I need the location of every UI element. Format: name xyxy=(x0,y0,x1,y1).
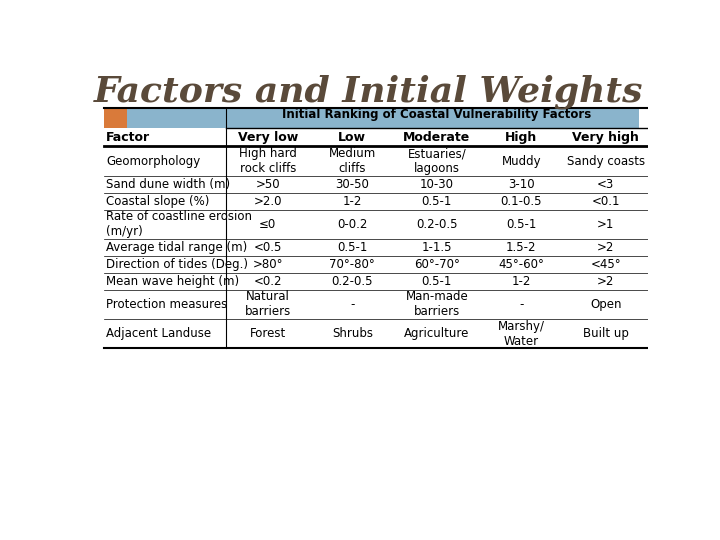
Text: >50: >50 xyxy=(256,178,280,191)
Text: Estuaries/
lagoons: Estuaries/ lagoons xyxy=(408,147,466,175)
Text: Low: Low xyxy=(338,131,366,144)
Text: Medium
cliffs: Medium cliffs xyxy=(329,147,376,175)
Text: -: - xyxy=(350,298,354,310)
Text: ≤0: ≤0 xyxy=(259,218,276,231)
Text: 0.5-1: 0.5-1 xyxy=(337,241,367,254)
Text: 1-1.5: 1-1.5 xyxy=(422,241,452,254)
Text: Man-made
barriers: Man-made barriers xyxy=(405,291,468,318)
Text: Protection measures: Protection measures xyxy=(107,298,228,310)
Text: Muddy: Muddy xyxy=(501,154,541,167)
Text: <0.1: <0.1 xyxy=(592,194,620,207)
Text: Built up: Built up xyxy=(582,327,629,340)
Text: Rate of coastline erosion
(m/yr): Rate of coastline erosion (m/yr) xyxy=(107,210,252,238)
Text: >2: >2 xyxy=(597,241,614,254)
Text: Direction of tides (Deg.): Direction of tides (Deg.) xyxy=(107,258,248,271)
Text: <0.5: <0.5 xyxy=(253,241,282,254)
Text: High: High xyxy=(505,131,537,144)
Text: Very low: Very low xyxy=(238,131,298,144)
Text: Mean wave height (m): Mean wave height (m) xyxy=(107,275,239,288)
Text: Moderate: Moderate xyxy=(403,131,470,144)
Text: 3-10: 3-10 xyxy=(508,178,534,191)
Text: >2.0: >2.0 xyxy=(253,194,282,207)
Text: Shrubs: Shrubs xyxy=(332,327,373,340)
Text: 0.2-0.5: 0.2-0.5 xyxy=(332,275,373,288)
Text: <3: <3 xyxy=(597,178,614,191)
Text: 70°-80°: 70°-80° xyxy=(330,258,375,271)
Text: 1-2: 1-2 xyxy=(512,275,531,288)
Text: Sandy coasts: Sandy coasts xyxy=(567,154,645,167)
Text: 0.5-1: 0.5-1 xyxy=(422,275,452,288)
Text: 0-0.2: 0-0.2 xyxy=(337,218,367,231)
Text: 0.1-0.5: 0.1-0.5 xyxy=(500,194,542,207)
Text: <45°: <45° xyxy=(590,258,621,271)
Text: >2: >2 xyxy=(597,275,614,288)
Text: Initial Ranking of Coastal Vulnerability Factors: Initial Ranking of Coastal Vulnerability… xyxy=(282,109,591,122)
Text: 60°-70°: 60°-70° xyxy=(414,258,460,271)
Text: Agriculture: Agriculture xyxy=(404,327,469,340)
Text: 30-50: 30-50 xyxy=(336,178,369,191)
Text: <0.2: <0.2 xyxy=(253,275,282,288)
Text: 1-2: 1-2 xyxy=(343,194,362,207)
Text: 0.2-0.5: 0.2-0.5 xyxy=(416,218,458,231)
Text: 1.5-2: 1.5-2 xyxy=(506,241,536,254)
Text: Coastal slope (%): Coastal slope (%) xyxy=(107,194,210,207)
Bar xyxy=(104,108,127,128)
Text: Factors and Initial Weights: Factors and Initial Weights xyxy=(94,75,644,109)
Text: Factor: Factor xyxy=(107,131,150,144)
Text: Forest: Forest xyxy=(250,327,286,340)
Text: 45°-60°: 45°-60° xyxy=(498,258,544,271)
Text: Adjacent Landuse: Adjacent Landuse xyxy=(107,327,212,340)
Text: Very high: Very high xyxy=(572,131,639,144)
Text: >1: >1 xyxy=(597,218,614,231)
Text: Sand dune width (m): Sand dune width (m) xyxy=(107,178,230,191)
Text: -: - xyxy=(519,298,523,310)
Text: Natural
barriers: Natural barriers xyxy=(245,291,291,318)
Text: >80°: >80° xyxy=(253,258,283,271)
Text: 0.5-1: 0.5-1 xyxy=(422,194,452,207)
Text: Geomorphology: Geomorphology xyxy=(107,154,201,167)
Text: Open: Open xyxy=(590,298,621,310)
Text: High hard
rock cliffs: High hard rock cliffs xyxy=(239,147,297,175)
Text: 0.5-1: 0.5-1 xyxy=(506,218,536,231)
Bar xyxy=(127,108,639,128)
Text: 10-30: 10-30 xyxy=(420,178,454,191)
Text: Average tidal range (m): Average tidal range (m) xyxy=(107,241,248,254)
Text: Marshy/
Water: Marshy/ Water xyxy=(498,320,545,348)
